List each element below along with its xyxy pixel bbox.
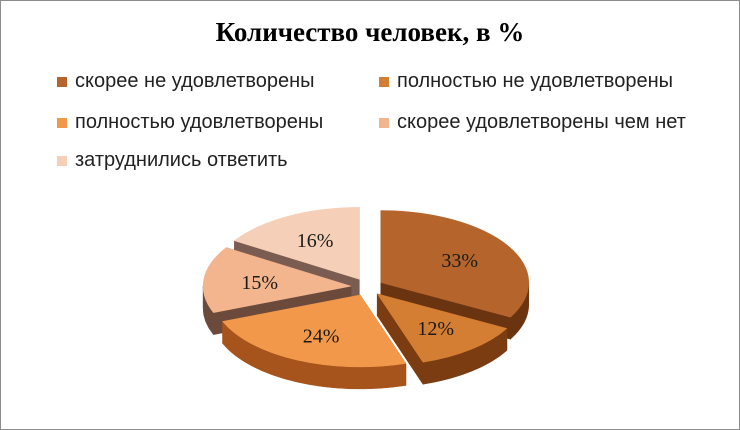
pie-slice-1 bbox=[376, 292, 508, 386]
legend-swatch-1 bbox=[379, 76, 389, 87]
pie-slice-top-3 bbox=[202, 247, 352, 313]
pie-slice-2 bbox=[222, 294, 407, 390]
data-label-1: 12% bbox=[417, 318, 454, 340]
data-label-2: 24% bbox=[303, 325, 340, 347]
legend-label-4: затруднились ответить bbox=[75, 149, 288, 171]
pie-slice-top-4 bbox=[233, 207, 360, 280]
legend-swatch-0 bbox=[57, 76, 67, 87]
legend-item-3: скорее удовлетворены чем нет bbox=[379, 111, 686, 134]
data-label-3: 15% bbox=[241, 272, 278, 294]
data-label-0: 33% bbox=[441, 250, 478, 272]
legend-swatch-4 bbox=[57, 155, 67, 166]
legend-label-0: скорее не удовлетворены bbox=[75, 70, 315, 92]
pie-slice-top-2 bbox=[222, 294, 407, 368]
legend-swatch-3 bbox=[379, 117, 389, 128]
chart-title: Количество человек, в % bbox=[215, 17, 525, 47]
legend-label-1: полностью не удовлетворены bbox=[397, 70, 673, 92]
legend-item-0: скорее не удовлетворены bbox=[57, 70, 315, 93]
legend-item-4: затруднились ответить bbox=[57, 149, 288, 172]
pie-slice-top-1 bbox=[376, 293, 508, 363]
legend-item-1: полностью не удовлетворены bbox=[379, 70, 673, 93]
legend-swatch-2 bbox=[57, 117, 67, 128]
pie-slice-top-0 bbox=[380, 210, 529, 318]
legend-label-2: полностью удовлетворены bbox=[75, 111, 324, 133]
legend-item-2: полностью удовлетворены bbox=[57, 111, 323, 134]
data-label-4: 16% bbox=[297, 230, 334, 252]
legend-label-3: скорее удовлетворены чем нет bbox=[397, 111, 686, 133]
